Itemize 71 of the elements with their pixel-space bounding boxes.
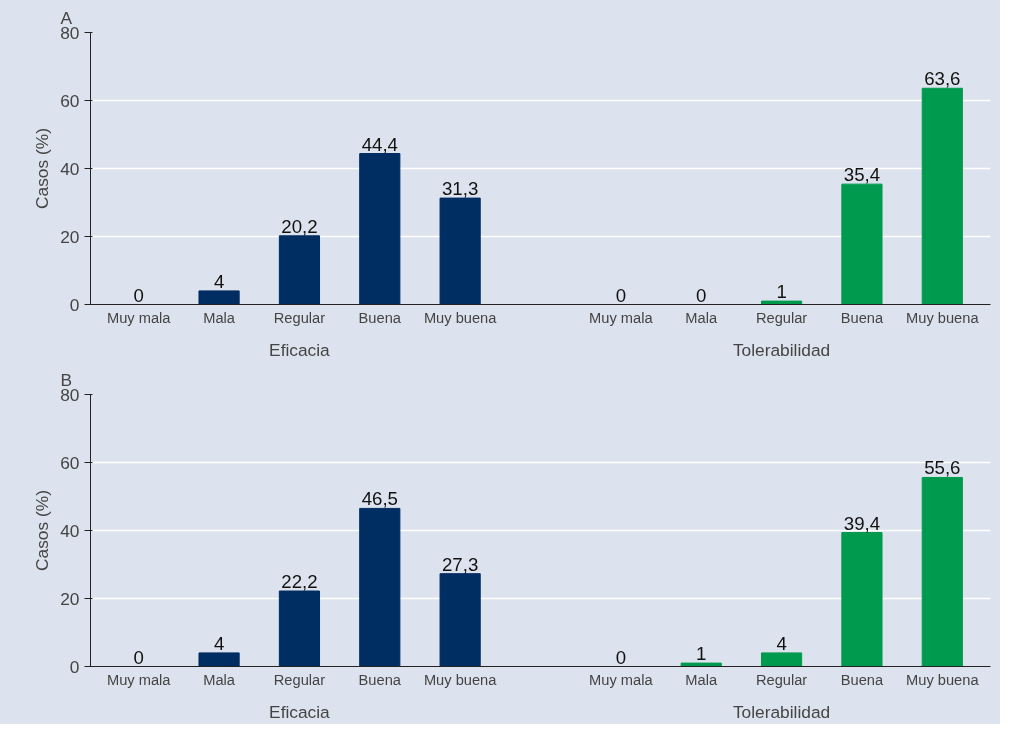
x-tick-label: Muy mala bbox=[589, 671, 654, 688]
x-tick-label: Muy buena bbox=[423, 671, 498, 688]
x-tick-label: Buena bbox=[358, 309, 402, 326]
data-label: 46,5 bbox=[361, 488, 398, 510]
x-tick-label: Regular bbox=[755, 671, 808, 688]
data-label: 44,4 bbox=[361, 133, 398, 155]
x-tick-label: Buena bbox=[840, 309, 884, 326]
data-label: 4 bbox=[213, 632, 225, 654]
bar bbox=[760, 300, 803, 305]
data-label: 22,2 bbox=[281, 571, 318, 593]
bar bbox=[198, 290, 240, 305]
bar bbox=[841, 532, 883, 667]
chart-title: B bbox=[60, 369, 73, 390]
bar bbox=[760, 652, 803, 667]
x-tick-label: Muy mala bbox=[589, 309, 654, 326]
y-tick-label: 40 bbox=[60, 520, 80, 541]
x-tick-label: Muy mala bbox=[106, 671, 172, 688]
x-tick-label: Mala bbox=[203, 671, 236, 688]
data-label: 1 bbox=[696, 643, 707, 665]
data-label: 55,6 bbox=[924, 457, 961, 479]
y-tick-label: 60 bbox=[60, 90, 80, 111]
bar bbox=[198, 652, 240, 667]
y-axis-title: Casos (%) bbox=[32, 128, 53, 209]
data-label: 4 bbox=[776, 632, 787, 654]
data-label: 0 bbox=[615, 646, 627, 668]
x-tick-label: Regular bbox=[273, 671, 326, 688]
bar bbox=[278, 590, 321, 667]
text: Eficacia bbox=[269, 701, 331, 722]
bar bbox=[841, 183, 883, 305]
text: Eficacia bbox=[269, 339, 331, 360]
bar bbox=[921, 87, 963, 305]
bar bbox=[278, 235, 321, 305]
x-tick-label: Buena bbox=[840, 671, 884, 688]
x-tick-label: Regular bbox=[755, 309, 808, 326]
data-label: 27,3 bbox=[441, 553, 479, 575]
data-label: 31,3 bbox=[441, 178, 479, 200]
x-tick-label: Muy buena bbox=[906, 309, 980, 326]
y-tick-label: 20 bbox=[60, 588, 80, 609]
x-tick-label: Muy mala bbox=[106, 309, 172, 326]
bar bbox=[359, 153, 401, 305]
bar bbox=[439, 197, 481, 305]
x-tick-label: Mala bbox=[685, 309, 718, 326]
data-label: 39,4 bbox=[843, 512, 881, 534]
x-tick-label: Muy buena bbox=[423, 309, 498, 326]
y-axis-title: Casos (%) bbox=[32, 490, 53, 571]
data-label: 35,4 bbox=[843, 164, 881, 186]
text: Tolerabilidad bbox=[732, 701, 831, 722]
data-label: 63,6 bbox=[924, 68, 961, 90]
x-tick-label: Buena bbox=[358, 671, 402, 688]
data-label: 0 bbox=[696, 284, 707, 306]
data-label: 0 bbox=[615, 284, 627, 306]
bar bbox=[359, 507, 401, 667]
bar bbox=[439, 573, 481, 667]
data-label: 0 bbox=[133, 284, 144, 306]
y-tick-label: 0 bbox=[69, 656, 80, 677]
y-tick-label: 40 bbox=[60, 158, 80, 179]
y-tick-label: 20 bbox=[60, 226, 80, 247]
bar bbox=[680, 662, 722, 667]
x-tick-label: Regular bbox=[273, 309, 326, 326]
y-tick-label: 60 bbox=[60, 452, 80, 473]
data-label: 0 bbox=[133, 646, 144, 668]
data-label: 1 bbox=[776, 281, 787, 303]
data-label: 20,2 bbox=[281, 215, 318, 237]
x-tick-label: Mala bbox=[685, 671, 718, 688]
bar bbox=[921, 476, 963, 667]
data-label: 4 bbox=[213, 270, 225, 292]
y-tick-label: 0 bbox=[69, 294, 80, 315]
x-tick-label: Muy buena bbox=[906, 671, 980, 688]
x-tick-label: Mala bbox=[203, 309, 236, 326]
chart-title: A bbox=[60, 7, 73, 28]
text: Tolerabilidad bbox=[732, 339, 831, 360]
